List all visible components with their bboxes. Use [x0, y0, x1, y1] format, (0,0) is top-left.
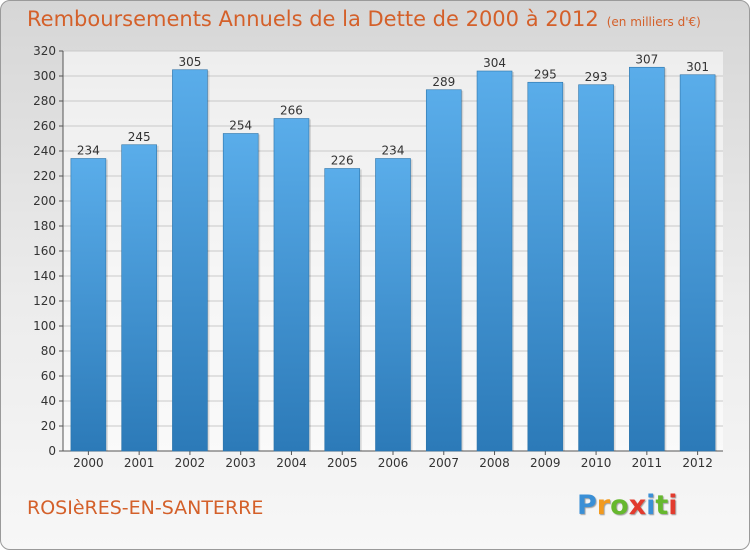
title-text: Remboursements Annuels de la Dette de 20… — [27, 7, 599, 31]
y-tick-label: 80 — [41, 344, 56, 358]
data-label: 289 — [432, 75, 455, 89]
proxiti-logo: Proxiti — [577, 490, 678, 521]
y-tick-label: 300 — [33, 69, 56, 83]
x-tick-label: 2006 — [378, 456, 409, 470]
logo-letter: o — [610, 490, 629, 521]
bar-2012 — [679, 74, 716, 452]
y-tick-label: 260 — [33, 119, 56, 133]
x-tick-label: 2000 — [73, 456, 104, 470]
logo-letter: x — [628, 490, 647, 521]
x-tick-label: 2008 — [479, 456, 510, 470]
data-label: 305 — [178, 55, 201, 69]
logo-letter: i — [646, 490, 656, 521]
x-tick-label: 2004 — [276, 456, 307, 470]
data-label: 295 — [534, 67, 557, 81]
bar-2006 — [375, 158, 411, 452]
y-tick-label: 240 — [33, 144, 56, 158]
place-name: ROSIèRES-EN-SANTERRE — [27, 497, 264, 519]
y-tick-label: 180 — [33, 219, 56, 233]
logo-letter: i — [668, 490, 678, 521]
data-label: 301 — [686, 60, 709, 74]
bar-2009 — [527, 81, 564, 452]
y-tick-label: 60 — [41, 369, 56, 383]
data-label: 234 — [382, 144, 405, 158]
bar-2004 — [273, 118, 310, 452]
data-label: 307 — [635, 52, 658, 66]
data-label: 254 — [229, 119, 252, 133]
logo-letter: t — [655, 490, 669, 521]
x-tick-label: 2001 — [124, 456, 155, 470]
data-label: 234 — [77, 144, 100, 158]
bar-2008 — [476, 70, 513, 452]
x-tick-label: 2009 — [530, 456, 561, 470]
data-labels: 234 245 305 254 266 226 234 289 304 295 293 307 301 — [77, 52, 709, 167]
x-tick-label: 2011 — [632, 456, 663, 470]
bar-2005 — [324, 168, 361, 452]
y-tick-label: 280 — [33, 94, 56, 108]
bars — [70, 66, 718, 452]
logo-letter: r — [596, 490, 611, 521]
bar-2003 — [222, 133, 259, 452]
x-tick-label: 2002 — [175, 456, 206, 470]
x-tick-label: 2005 — [327, 456, 358, 470]
data-label: 226 — [331, 154, 354, 168]
x-tick-label: 2012 — [682, 456, 713, 470]
x-tick-label: 2003 — [225, 456, 256, 470]
y-tick-label: 100 — [33, 319, 56, 333]
bar-2010 — [578, 84, 614, 452]
y-tick-label: 320 — [33, 44, 56, 58]
y-tick-label: 220 — [33, 169, 56, 183]
y-tick-label: 160 — [33, 244, 56, 258]
data-label: 293 — [585, 70, 608, 84]
y-tick-label: 200 — [33, 194, 56, 208]
data-label: 245 — [128, 130, 151, 144]
y-tick-label: 120 — [33, 294, 56, 308]
y-tick-label: 40 — [41, 394, 56, 408]
bar-2007 — [425, 89, 462, 452]
bar-2000 — [70, 158, 107, 452]
data-label: 266 — [280, 104, 303, 118]
title-unit: (en milliers d'€) — [606, 15, 701, 29]
bar-2001 — [121, 144, 157, 452]
x-tick-label: 2010 — [581, 456, 612, 470]
bar-2002 — [172, 69, 208, 452]
x-tick-label: 2007 — [428, 456, 459, 470]
logo-letter: P — [577, 490, 597, 521]
data-label: 304 — [483, 56, 506, 70]
y-tick-label: 140 — [33, 269, 56, 283]
y-tick-label: 0 — [48, 444, 56, 458]
bar-2011 — [629, 66, 665, 452]
chart-title: Remboursements Annuels de la Dette de 20… — [27, 7, 701, 31]
y-tick-label: 20 — [41, 419, 56, 433]
